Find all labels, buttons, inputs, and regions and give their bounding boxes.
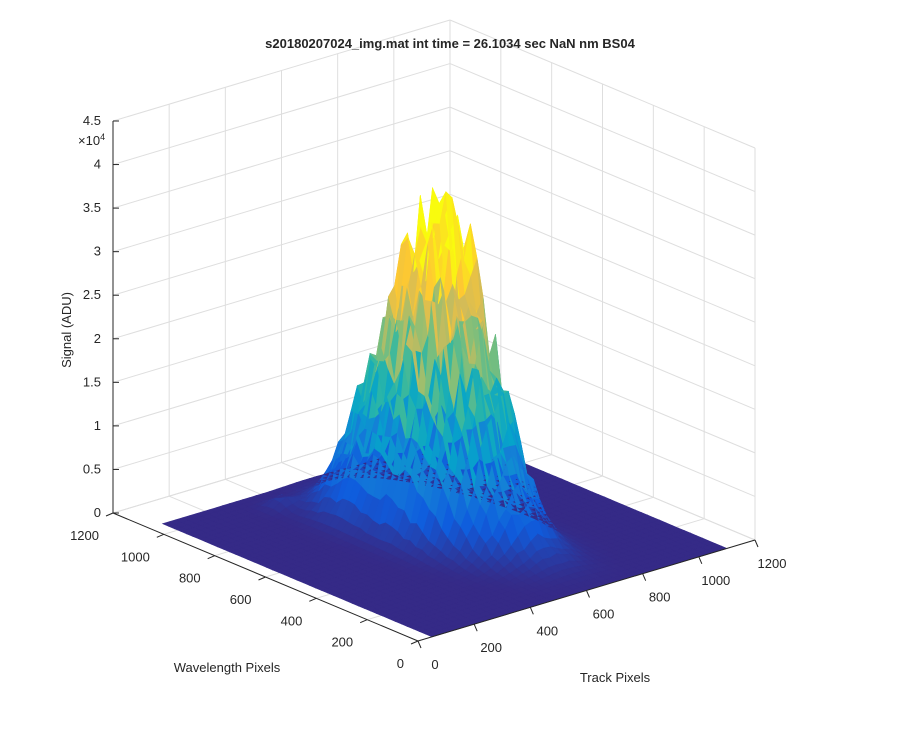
y-tick-label: 400 bbox=[281, 613, 303, 628]
z-tick-label: 1.5 bbox=[83, 374, 101, 389]
x-tick-mark bbox=[417, 640, 422, 649]
x-tick-mark bbox=[473, 623, 478, 632]
x-tick-label: 600 bbox=[593, 607, 615, 622]
y-tick-label: 600 bbox=[230, 592, 252, 607]
y-tick-mark bbox=[156, 533, 165, 538]
x-tick-mark bbox=[698, 556, 703, 565]
y-tick-label: 200 bbox=[331, 635, 353, 650]
y-tick-label: 800 bbox=[179, 571, 201, 586]
z-axis-label: Signal (ADU) bbox=[59, 292, 74, 368]
z-tick-label: 2.5 bbox=[83, 287, 101, 302]
x-tick-label: 0 bbox=[431, 657, 438, 672]
axes-layer: 0200400600800100012000200400600800100012… bbox=[70, 113, 786, 672]
x-tick-label: 200 bbox=[480, 640, 502, 655]
y-axis-label: Wavelength Pixels bbox=[174, 660, 281, 675]
y-tick-mark bbox=[309, 597, 317, 602]
z-tick-label: 4 bbox=[94, 157, 101, 172]
z-tick-label: 3 bbox=[94, 244, 101, 259]
z-tick-label: 3.5 bbox=[83, 200, 101, 215]
x-tick-label: 1200 bbox=[758, 556, 787, 571]
z-tick-label: 0 bbox=[94, 505, 101, 520]
z-tick-label: 2 bbox=[94, 331, 101, 346]
y-tick-mark bbox=[359, 619, 368, 624]
y-tick-label: 1000 bbox=[121, 549, 150, 564]
surface-layer bbox=[161, 186, 728, 638]
y-tick-label: 1200 bbox=[70, 528, 99, 543]
chart-title: s20180207024_img.mat int time = 26.1034 … bbox=[265, 36, 635, 51]
z-tick-label: 1 bbox=[94, 418, 101, 433]
z-tick-label: 0.5 bbox=[83, 461, 101, 476]
y-tick-mark bbox=[207, 555, 215, 560]
x-tick-label: 400 bbox=[536, 623, 558, 638]
y-tick-label: 0 bbox=[397, 656, 404, 671]
z-tick-label: 4.5 bbox=[83, 113, 101, 128]
x-axis-label: Track Pixels bbox=[580, 670, 651, 685]
y-tick-mark bbox=[105, 512, 114, 517]
x-tick-mark bbox=[529, 607, 534, 615]
y-tick-mark bbox=[258, 576, 266, 581]
x-tick-mark bbox=[754, 539, 759, 548]
y-tick-mark bbox=[410, 640, 419, 645]
z-exponent-label: ×104 bbox=[78, 132, 105, 148]
x-tick-mark bbox=[586, 590, 590, 598]
x-tick-mark bbox=[642, 573, 647, 581]
x-tick-label: 800 bbox=[649, 590, 671, 605]
x-tick-label: 1000 bbox=[701, 573, 730, 588]
